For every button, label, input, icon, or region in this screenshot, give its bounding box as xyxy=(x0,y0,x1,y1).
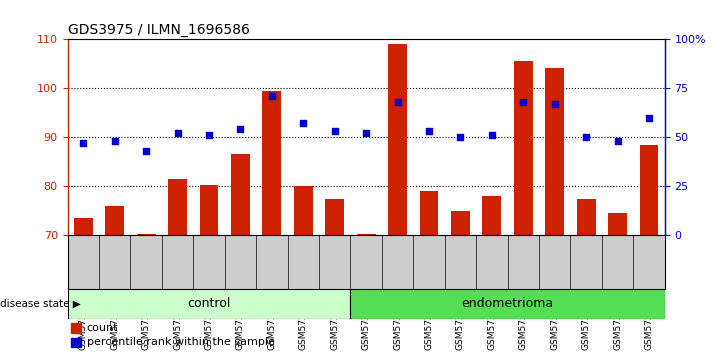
Bar xyxy=(577,199,596,235)
Text: GDS3975 / ILMN_1696586: GDS3975 / ILMN_1696586 xyxy=(68,23,250,36)
Text: control: control xyxy=(187,297,230,310)
Point xyxy=(423,129,434,134)
Bar xyxy=(545,68,565,235)
Bar xyxy=(419,191,439,235)
Bar xyxy=(74,218,92,235)
Bar xyxy=(388,44,407,235)
Text: percentile rank within the sample: percentile rank within the sample xyxy=(87,337,274,348)
Point xyxy=(580,134,592,140)
Bar xyxy=(70,338,81,347)
Bar xyxy=(68,289,351,319)
Bar xyxy=(451,211,470,235)
Bar xyxy=(70,324,81,333)
Point xyxy=(141,148,152,154)
Point xyxy=(518,99,529,105)
Point xyxy=(360,130,372,136)
Point xyxy=(612,138,624,144)
Point xyxy=(172,130,183,136)
Bar xyxy=(514,61,533,235)
Point xyxy=(329,129,341,134)
Point xyxy=(549,101,560,107)
Point xyxy=(455,134,466,140)
Bar xyxy=(357,234,375,235)
Point xyxy=(392,99,403,105)
Point xyxy=(643,115,655,120)
Bar xyxy=(137,234,156,235)
Point xyxy=(77,140,89,146)
Bar xyxy=(351,289,665,319)
Bar xyxy=(483,196,501,235)
Point xyxy=(298,121,309,126)
Bar xyxy=(105,206,124,235)
Text: endometrioma: endometrioma xyxy=(461,297,554,310)
Point xyxy=(486,132,498,138)
Bar xyxy=(326,199,344,235)
Point xyxy=(203,132,215,138)
Bar xyxy=(294,186,313,235)
Text: disease state ▶: disease state ▶ xyxy=(0,298,81,309)
Bar xyxy=(168,179,187,235)
Point xyxy=(235,126,246,132)
Bar xyxy=(262,91,282,235)
Bar xyxy=(231,154,250,235)
Point xyxy=(266,93,277,99)
Point xyxy=(109,138,120,144)
Bar xyxy=(608,213,627,235)
Bar xyxy=(200,185,218,235)
Text: count: count xyxy=(87,323,118,333)
Bar xyxy=(640,144,658,235)
